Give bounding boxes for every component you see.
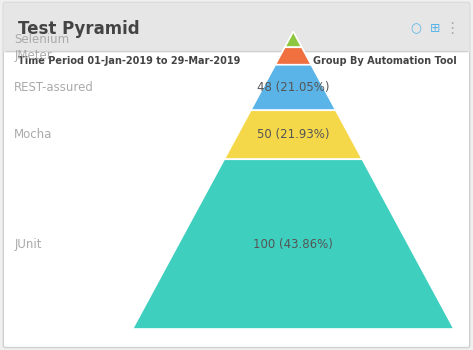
Text: REST-assured: REST-assured bbox=[14, 81, 94, 94]
Text: ⋮: ⋮ bbox=[444, 21, 459, 36]
Text: ⊞: ⊞ bbox=[430, 22, 440, 35]
Text: Selenium: Selenium bbox=[14, 33, 70, 46]
Text: ○: ○ bbox=[411, 22, 421, 35]
Text: Mocha: Mocha bbox=[14, 128, 53, 141]
Text: JUnit: JUnit bbox=[14, 238, 42, 251]
Polygon shape bbox=[285, 32, 302, 47]
Text: 50 (21.93%): 50 (21.93%) bbox=[257, 128, 330, 141]
Polygon shape bbox=[132, 159, 454, 329]
Polygon shape bbox=[251, 65, 336, 110]
FancyBboxPatch shape bbox=[3, 2, 470, 348]
Polygon shape bbox=[275, 47, 311, 65]
Text: Time Period 01-Jan-2019 to 29-Mar-2019: Time Period 01-Jan-2019 to 29-Mar-2019 bbox=[18, 56, 240, 66]
Text: Test Pyramid: Test Pyramid bbox=[18, 20, 140, 38]
Polygon shape bbox=[224, 110, 362, 159]
Text: 48 (21.05%): 48 (21.05%) bbox=[257, 81, 330, 94]
Text: Group By Automation Tool: Group By Automation Tool bbox=[313, 56, 456, 66]
Text: 100 (43.86%): 100 (43.86%) bbox=[254, 238, 333, 251]
Bar bbox=[6, 37, 467, 51]
Text: JMeter: JMeter bbox=[14, 49, 52, 63]
FancyBboxPatch shape bbox=[3, 2, 470, 52]
